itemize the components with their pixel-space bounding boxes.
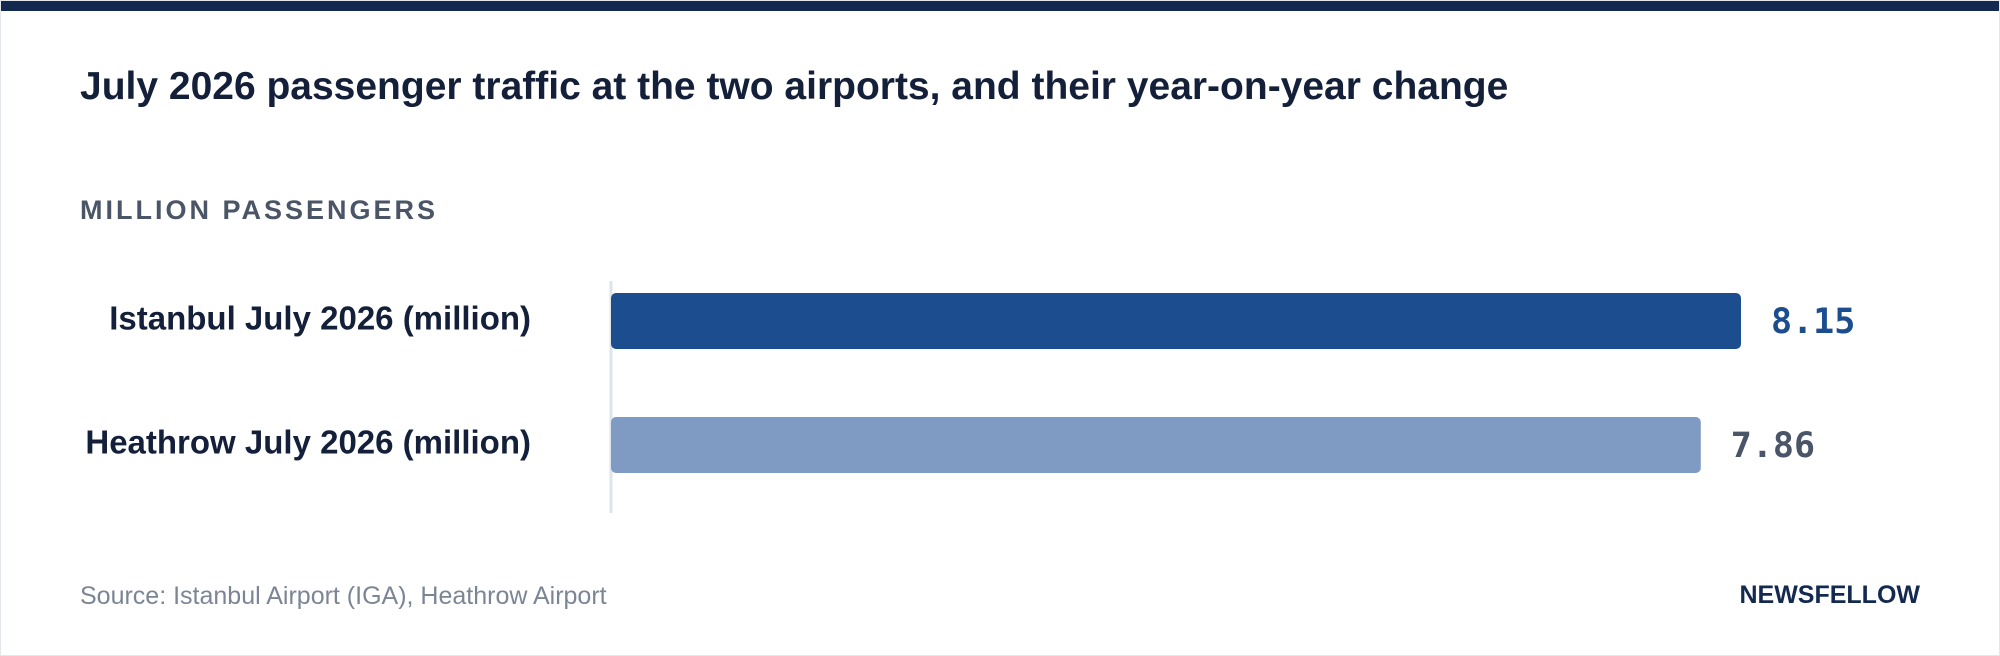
source-note: Source: Istanbul Airport (IGA), Heathrow… (80, 582, 607, 610)
brand-logo: NEWSFELLOW (1739, 581, 1920, 609)
chart-title: July 2026 passenger traffic at the two a… (80, 65, 1509, 108)
chart-subtitle: MILLION PASSENGERS (80, 195, 439, 225)
bar-value-label: 8.15 (1771, 302, 1855, 342)
bar (611, 417, 1701, 473)
bar (611, 293, 1741, 349)
bar-value-label: 7.86 (1731, 426, 1815, 466)
category-label: Istanbul July 2026 (million) (109, 300, 531, 337)
category-label: Heathrow July 2026 (million) (85, 424, 531, 461)
top-accent-rule (1, 1, 1999, 11)
bar-chart: Istanbul July 2026 (million) 8.15 Heathrow… (85, 281, 1855, 513)
